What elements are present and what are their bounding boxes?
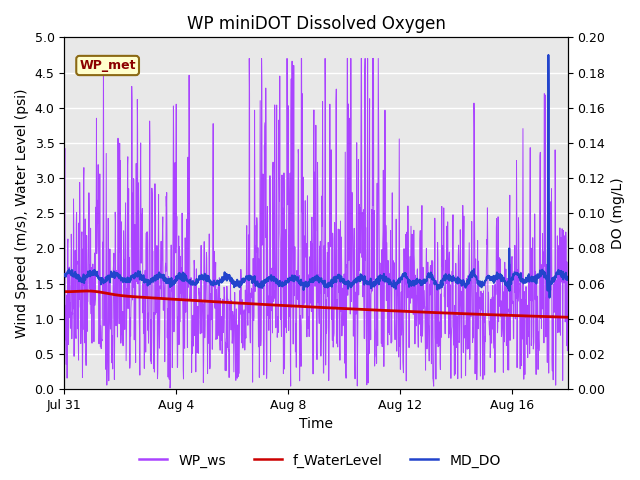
Y-axis label: DO (mg/L): DO (mg/L) xyxy=(611,178,625,249)
Text: WP_met: WP_met xyxy=(79,59,136,72)
Title: WP miniDOT Dissolved Oxygen: WP miniDOT Dissolved Oxygen xyxy=(187,15,445,33)
X-axis label: Time: Time xyxy=(299,418,333,432)
Legend: WP_ws, f_WaterLevel, MD_DO: WP_ws, f_WaterLevel, MD_DO xyxy=(134,448,506,473)
Y-axis label: Wind Speed (m/s), Water Level (psi): Wind Speed (m/s), Water Level (psi) xyxy=(15,88,29,338)
